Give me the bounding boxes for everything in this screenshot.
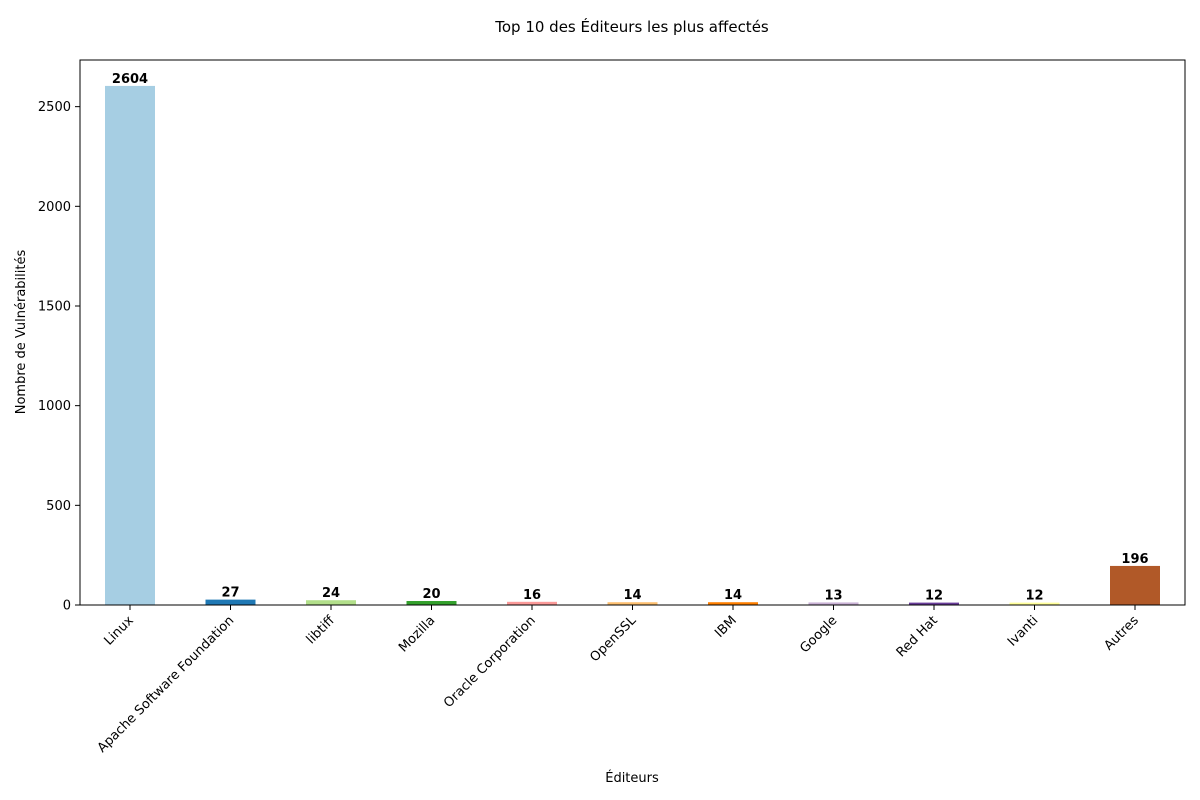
plot-frame — [79, 59, 1186, 606]
data-label: 13 — [824, 588, 842, 603]
bar — [507, 601, 557, 605]
bar — [808, 602, 859, 605]
y-tick-label: 0 — [63, 599, 71, 614]
bar — [205, 599, 256, 605]
data-label: 196 — [1121, 552, 1148, 567]
data-label: 12 — [925, 589, 943, 604]
x-tick-label: Oracle Corporation — [441, 613, 539, 711]
data-label: 14 — [724, 588, 742, 603]
data-label: 2604 — [112, 72, 148, 87]
bar — [708, 602, 758, 605]
y-axis-label: Nombre de Vulnérabilités — [14, 250, 29, 415]
x-tick-label: Autres — [1101, 613, 1142, 654]
y-tick-label: 1500 — [38, 299, 71, 314]
data-label: 27 — [221, 586, 239, 601]
bar — [306, 600, 356, 605]
data-label: 14 — [623, 588, 641, 603]
x-tick-label: Mozilla — [396, 613, 438, 655]
bar — [1009, 602, 1060, 605]
x-tick-label: Red Hat — [894, 613, 941, 660]
chart-title: Top 10 des Éditeurs les plus affectés — [494, 17, 769, 36]
y-tick-label: 2000 — [38, 200, 71, 215]
bar — [406, 601, 457, 605]
y-axis: 0 500 1000 1500 2000 2500 — [38, 100, 80, 614]
y-tick-label: 500 — [46, 499, 71, 514]
x-tick-label: IBM — [712, 613, 740, 641]
x-tick-label: Ivanti — [1005, 613, 1041, 649]
bar — [607, 602, 658, 605]
plot-area: 2604 27 24 20 16 14 14 13 12 12 196 — [79, 59, 1186, 606]
y-tick-label: 2500 — [38, 100, 71, 115]
bar — [1110, 565, 1160, 605]
data-label: 12 — [1025, 589, 1043, 604]
x-tick-label: libtiff — [304, 612, 339, 647]
x-tick-label: Google — [797, 613, 840, 656]
y-tick-label: 1000 — [38, 399, 71, 414]
x-tick-label: Linux — [101, 613, 137, 649]
x-tick-label: OpenSSL — [587, 613, 639, 665]
x-axis-label: Éditeurs — [605, 770, 659, 786]
bar — [105, 85, 155, 605]
bar — [909, 602, 959, 605]
data-label: 20 — [422, 587, 440, 602]
data-label: 24 — [322, 586, 340, 601]
data-label: 16 — [523, 588, 541, 603]
